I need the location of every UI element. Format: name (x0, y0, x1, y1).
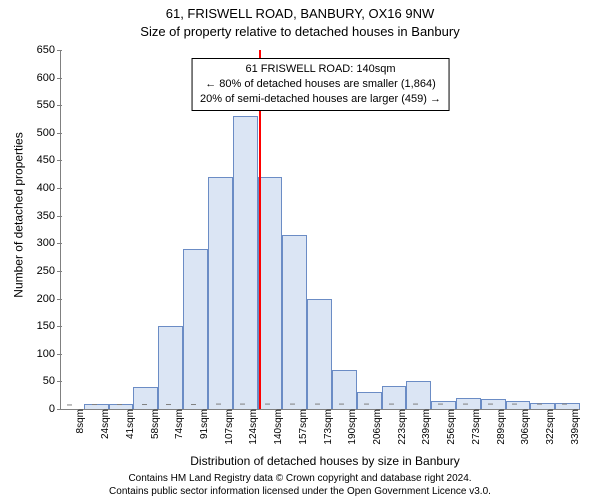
x-tick: 239sqm (417, 409, 432, 445)
x-tick: 8sqm (71, 409, 86, 433)
annotation-box: 61 FRISWELL ROAD: 140sqm ← 80% of detach… (191, 58, 450, 111)
x-tick: 223sqm (393, 409, 408, 445)
y-tick: 150 (19, 320, 61, 332)
annotation-line: 61 FRISWELL ROAD: 140sqm (200, 62, 441, 77)
y-tick: 450 (19, 154, 61, 166)
y-tick: 200 (19, 293, 61, 305)
y-tick: 650 (19, 44, 61, 56)
x-tick: 140sqm (269, 409, 284, 445)
x-tick: 289sqm (492, 409, 507, 445)
bar (481, 399, 506, 409)
bar (357, 392, 382, 409)
y-tick: 400 (19, 182, 61, 194)
x-axis-label: Distribution of detached houses by size … (60, 454, 590, 468)
x-tick: 306sqm (516, 409, 531, 445)
x-tick: 124sqm (244, 409, 259, 445)
bar (307, 299, 332, 409)
bar (332, 370, 357, 409)
bar (282, 235, 307, 409)
bar (406, 381, 431, 409)
page-subtitle: Size of property relative to detached ho… (0, 24, 600, 39)
attribution: Contains HM Land Registry data © Crown c… (0, 473, 600, 498)
x-tick: 157sqm (294, 409, 309, 445)
x-tick: 339sqm (566, 409, 581, 445)
x-tick: 58sqm (146, 409, 161, 439)
x-tick: 190sqm (343, 409, 358, 445)
bar (456, 398, 481, 409)
plot-area: 61 FRISWELL ROAD: 140sqm ← 80% of detach… (60, 50, 580, 410)
bar (431, 401, 456, 409)
x-tick: 74sqm (170, 409, 185, 439)
x-tick: 91sqm (195, 409, 210, 439)
x-tick: 173sqm (319, 409, 334, 445)
y-tick: 350 (19, 210, 61, 222)
bar (133, 387, 158, 409)
x-tick: 322sqm (541, 409, 556, 445)
x-tick: 41sqm (121, 409, 136, 439)
x-tick: 24sqm (96, 409, 111, 439)
bar (233, 116, 258, 409)
x-tick: 256sqm (442, 409, 457, 445)
y-tick: 500 (19, 127, 61, 139)
annotation-line: ← 80% of detached houses are smaller (1,… (200, 77, 441, 92)
x-tick: 206sqm (368, 409, 383, 445)
y-tick: 600 (19, 72, 61, 84)
bar (158, 326, 183, 409)
x-tick: 273sqm (467, 409, 482, 445)
y-tick: 0 (19, 403, 61, 415)
y-tick: 100 (19, 348, 61, 360)
bar (258, 177, 283, 409)
bar (506, 401, 531, 409)
annotation-line: 20% of semi-detached houses are larger (… (200, 92, 441, 107)
x-tick: 107sqm (220, 409, 235, 445)
y-tick: 300 (19, 237, 61, 249)
bar (183, 249, 208, 409)
y-tick: 550 (19, 99, 61, 111)
y-tick: 50 (19, 375, 61, 387)
bar (382, 386, 407, 409)
bar (208, 177, 233, 409)
chart-container: 61, FRISWELL ROAD, BANBURY, OX16 9NW Siz… (0, 0, 600, 500)
y-tick: 250 (19, 265, 61, 277)
page-title: 61, FRISWELL ROAD, BANBURY, OX16 9NW (0, 6, 600, 21)
